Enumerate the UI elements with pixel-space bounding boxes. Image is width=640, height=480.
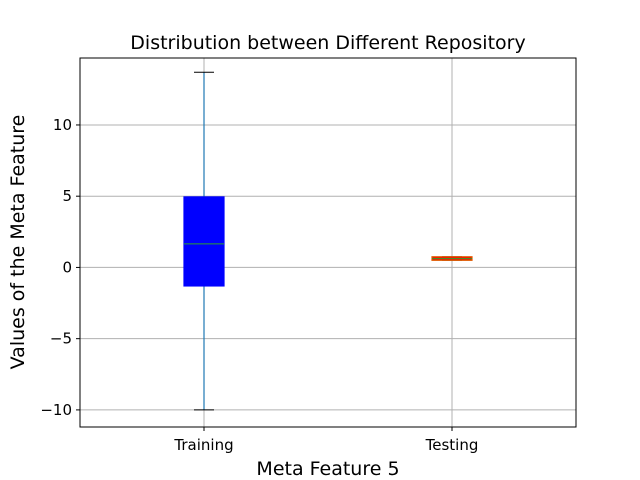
y-axis-label: Values of the Meta Feature bbox=[7, 115, 29, 370]
y-axis-ticks: −10 −5 0 5 10 bbox=[40, 116, 80, 419]
y-tick-label: 0 bbox=[62, 258, 72, 276]
box-group bbox=[183, 71, 473, 411]
box-iqr bbox=[183, 196, 225, 287]
box-training bbox=[183, 71, 225, 411]
x-tick-label: Testing bbox=[425, 436, 479, 454]
x-axis-label: Meta Feature 5 bbox=[256, 458, 399, 480]
y-tick-label: −10 bbox=[40, 401, 72, 419]
x-axis-ticks: Training Testing bbox=[173, 427, 478, 454]
y-tick-label: 10 bbox=[53, 116, 72, 134]
x-tick-label: Training bbox=[173, 436, 233, 454]
box-testing bbox=[431, 256, 473, 261]
chart-title: Distribution between Different Repositor… bbox=[130, 32, 525, 54]
grid-lines bbox=[80, 58, 576, 427]
y-tick-label: −5 bbox=[50, 330, 72, 348]
plot-frame bbox=[79, 57, 577, 428]
y-tick-label: 5 bbox=[62, 187, 72, 205]
